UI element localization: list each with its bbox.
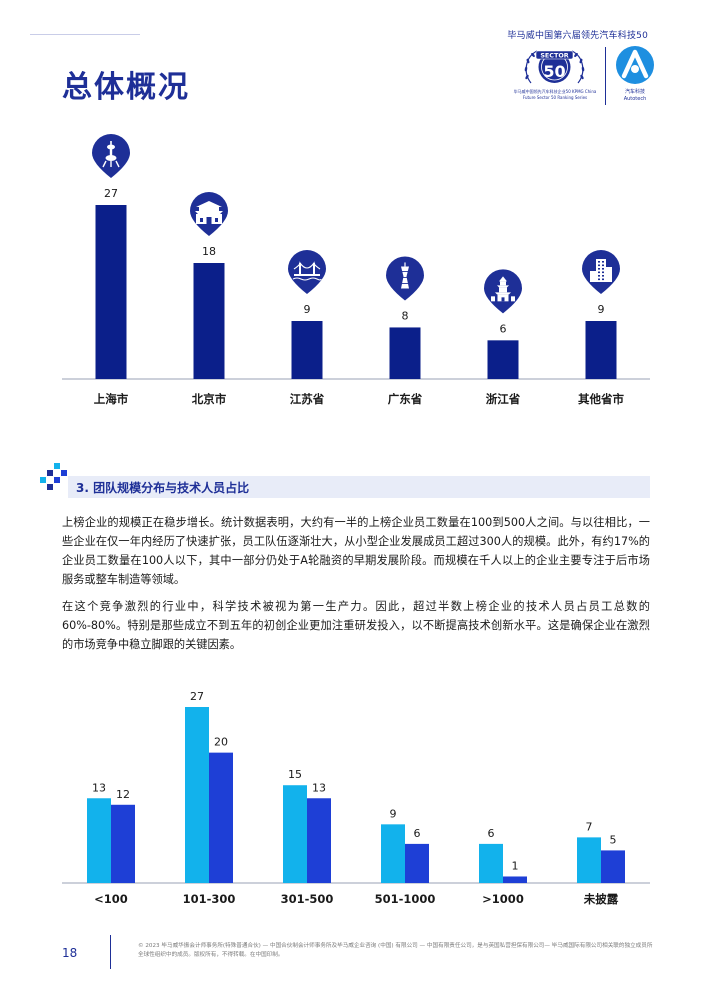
section-heading-bar <box>68 476 650 498</box>
city-distribution-chart: 27 上海市 18 北京市 9 江苏省 8 广东省 6 浙江省 9 其他省市 <box>62 134 650 406</box>
footer-copyright: © 2023 毕马威华振会计师事务所(特殊普通合伙) — 中国合伙制会计师事务所… <box>138 943 653 958</box>
bar <box>601 850 625 883</box>
category-label: 101-300 <box>183 892 236 906</box>
bar-value-label: 1 <box>512 859 519 872</box>
city-gate-icon <box>190 192 228 236</box>
bar-value-label: 12 <box>116 788 130 801</box>
page-title: 总体概况 <box>62 70 190 105</box>
bar-value-label: 6 <box>414 827 421 840</box>
bar-value-label: 27 <box>104 187 118 200</box>
bar <box>209 752 233 883</box>
category-label: 江苏省 <box>290 392 325 406</box>
bar-value-label: 9 <box>598 303 605 316</box>
pagoda-icon <box>484 269 522 314</box>
bar-value-label: 9 <box>304 303 311 316</box>
bar-value-label: 15 <box>288 768 302 781</box>
header-rule <box>30 34 140 35</box>
category-label: >1000 <box>482 892 524 906</box>
bar <box>185 707 209 883</box>
bar-value-label: 7 <box>586 820 593 833</box>
logo-divider <box>605 47 606 105</box>
category-label: 上海市 <box>94 392 129 406</box>
header-caption: 毕马威中国第六届领先汽车科技50 <box>507 31 648 41</box>
bar <box>283 785 307 883</box>
bar-value-label: 18 <box>202 245 216 258</box>
bar-value-label: 6 <box>488 827 495 840</box>
bar <box>479 843 503 883</box>
tv-tower-icon <box>92 134 130 178</box>
bridge-icon <box>288 250 326 294</box>
bar <box>577 837 601 883</box>
category-label: 301-500 <box>281 892 334 906</box>
page-number: 18 <box>62 946 78 960</box>
bar-value-label: 9 <box>390 807 397 820</box>
bar-value-label: 13 <box>92 781 106 794</box>
category-label: <100 <box>94 892 128 906</box>
category-label: 501-1000 <box>375 892 436 906</box>
bar <box>487 340 519 379</box>
logo-sector-text: SECTOR <box>540 52 568 60</box>
bar <box>111 804 135 883</box>
section-heading: 3. 团队规模分布与技术人员占比 <box>76 481 250 495</box>
bar <box>87 798 111 883</box>
canton-tower-icon <box>386 256 424 301</box>
bar <box>585 321 617 379</box>
section-pixel-icon <box>40 463 67 490</box>
bar <box>405 843 429 883</box>
header-logos: SECTOR 50 毕马威中国领先汽车科技企业50 KPMG China Fut… <box>514 43 657 109</box>
team-size-chart: 上榜企业数量技术人员占比大于60%（含）企业数量1312<1002720101-… <box>62 690 650 906</box>
sector-50-logo: SECTOR 50 <box>524 50 585 84</box>
bar <box>95 205 127 379</box>
autotech-logo-icon <box>616 46 654 84</box>
category-label: 未披露 <box>583 892 619 906</box>
bar <box>193 263 225 379</box>
skyscraper-icon <box>582 250 620 294</box>
category-label: 浙江省 <box>486 392 521 406</box>
bar-value-label: 27 <box>190 690 204 703</box>
paragraph-tech-staff: 在这个竞争激烈的行业中，科学技术被视为第一生产力。因此，超过半数上榜企业的技术人… <box>62 600 650 651</box>
paragraph-team-size: 上榜企业的规模正在稳步增长。统计数据表明，大约有一半的上榜企业员工数量在100到… <box>62 516 650 586</box>
bar-value-label: 6 <box>500 322 507 335</box>
bar <box>291 321 323 379</box>
bar-value-label: 13 <box>312 781 326 794</box>
bar-value-label: 8 <box>402 309 409 322</box>
category-label: 广东省 <box>388 392 423 406</box>
bar <box>503 876 527 883</box>
logo-sector-number: 50 <box>543 62 565 81</box>
sector-50-caption: 毕马威中国领先汽车科技企业50 KPMG China Future Sector… <box>513 89 597 100</box>
bar-value-label: 5 <box>610 833 617 846</box>
category-label: 北京市 <box>192 392 227 406</box>
bar <box>307 798 331 883</box>
autotech-caption: 汽车科技 Autotech <box>623 89 647 102</box>
bar <box>381 824 405 883</box>
bar <box>389 327 421 379</box>
footer-rule <box>110 935 111 969</box>
category-label: 其他省市 <box>578 392 624 406</box>
autotech-logo: 汽车科技 Autotech <box>613 43 657 109</box>
bar-value-label: 20 <box>214 736 228 749</box>
